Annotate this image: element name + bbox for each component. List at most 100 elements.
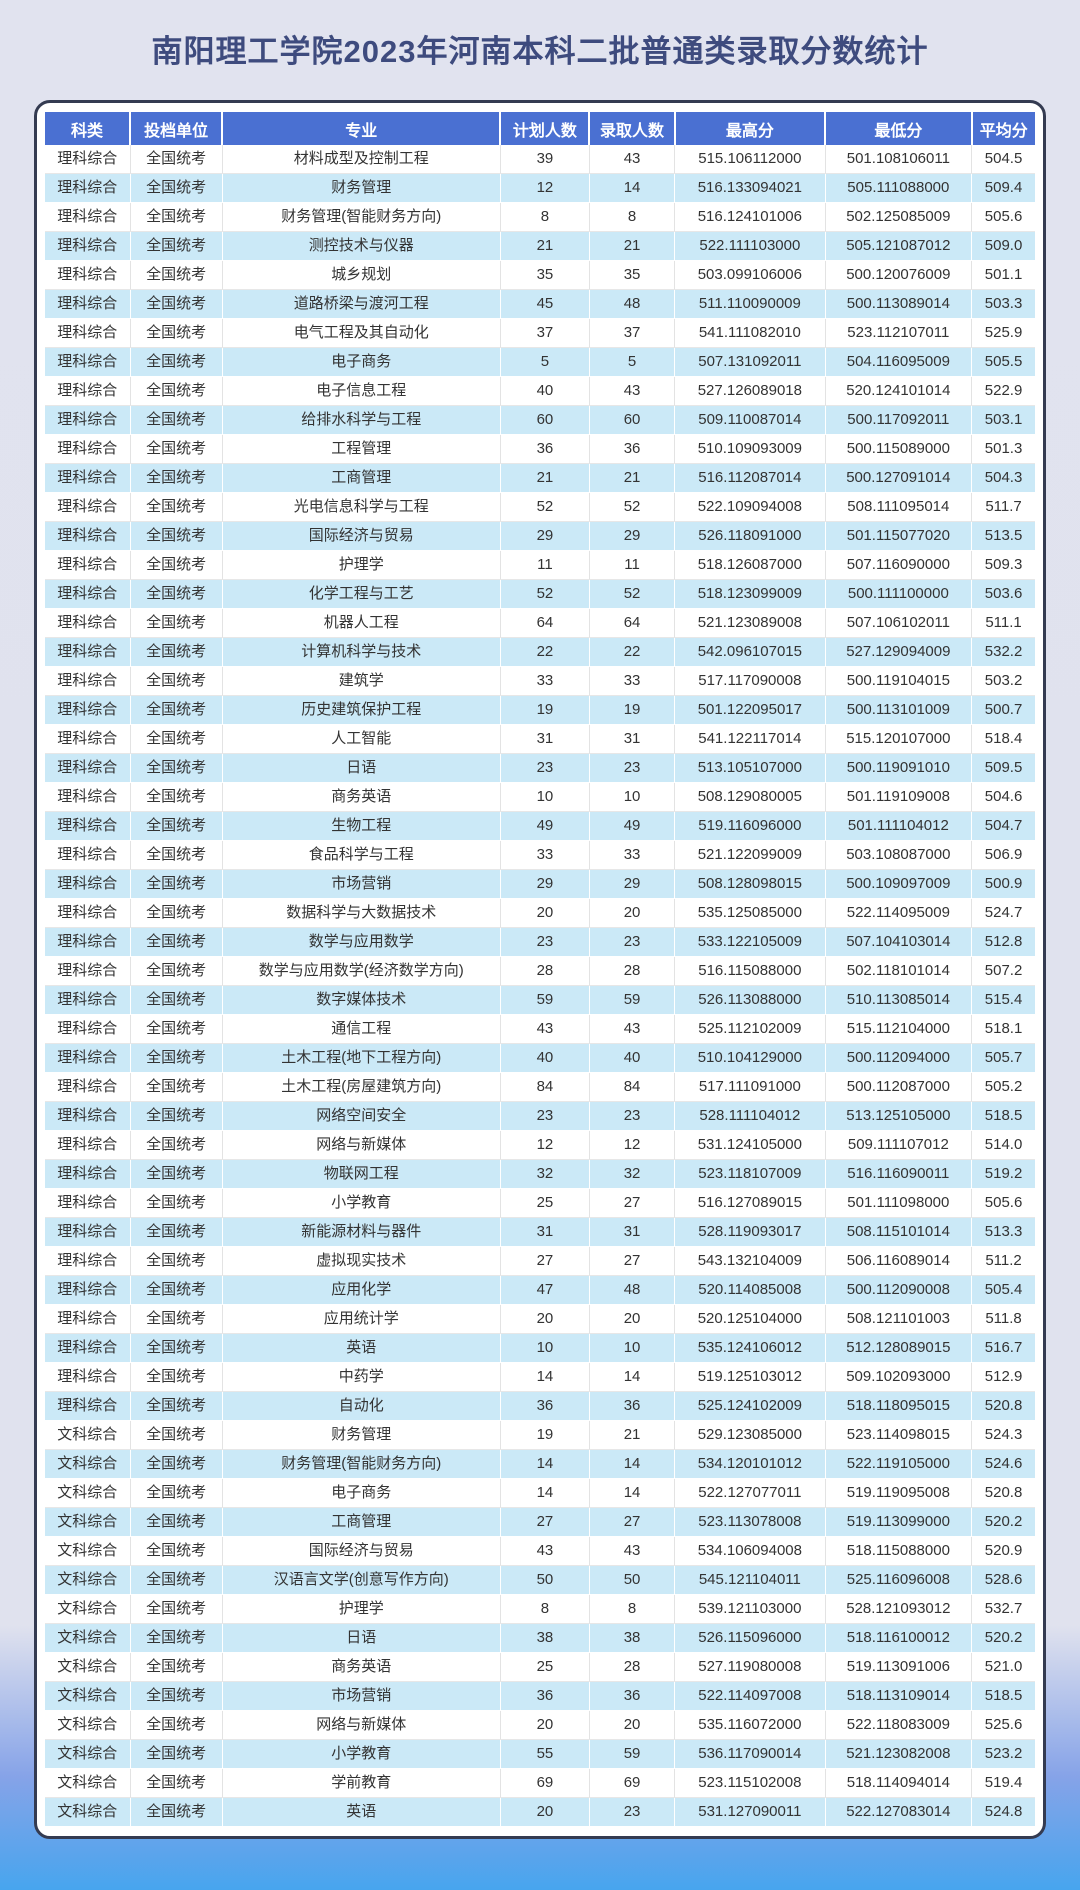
cell-filing-unit: 全国统考 [130,840,223,870]
cell-major: 应用化学 [222,1275,501,1305]
cell-lowest-score: 500.119104015 [825,666,973,696]
cell-filing-unit: 全国统考 [130,1478,223,1508]
table-row: 理科综合 全国统考 日语 23 23 513.105107000 500.119091010… [45,753,1035,783]
cell-average-score: 520.2 [971,1623,1035,1653]
table-row: 文科综合 全国统考 学前教育 69 69 523.115102008 518.1140940… [45,1768,1035,1798]
table-row: 理科综合 全国统考 化学工程与工艺 52 52 518.123099009 500.1111… [45,579,1035,609]
cell-planned-count: 27 [500,1246,590,1276]
cell-filing-unit: 全国统考 [130,289,223,319]
cell-lowest-score: 500.115089000 [825,434,973,464]
cell-average-score: 503.6 [971,579,1035,609]
cell-subject-category: 文科综合 [45,1594,131,1624]
cell-lowest-score: 506.116089014 [825,1246,973,1276]
cell-subject-category: 理科综合 [45,1391,131,1421]
cell-planned-count: 43 [500,1014,590,1044]
cell-lowest-score: 523.114098015 [825,1420,973,1450]
cell-filing-unit: 全国统考 [130,1333,223,1363]
cell-lowest-score: 522.114095009 [825,898,973,928]
cell-admitted-count: 8 [589,202,676,232]
table-row: 文科综合 全国统考 护理学 8 8 539.121103000 528.121093012 5… [45,1594,1035,1624]
cell-planned-count: 45 [500,289,590,319]
cell-planned-count: 32 [500,1159,590,1189]
cell-subject-category: 理科综合 [45,1101,131,1131]
cell-filing-unit: 全国统考 [130,434,223,464]
cell-filing-unit: 全国统考 [130,173,223,203]
cell-admitted-count: 52 [589,492,676,522]
cell-lowest-score: 501.111104012 [825,811,973,841]
cell-admitted-count: 14 [589,1478,676,1508]
cell-planned-count: 36 [500,1681,590,1711]
cell-planned-count: 25 [500,1652,590,1682]
table-header-row: 科类 投档单位 专业 计划人数 录取人数 最高分 最低分 平均分 [45,112,1035,145]
cell-major: 日语 [222,753,501,783]
cell-average-score: 500.9 [971,869,1035,899]
cell-planned-count: 21 [500,231,590,261]
cell-highest-score: 545.121104011 [674,1565,826,1595]
cell-major: 财务管理(智能财务方向) [222,1449,501,1479]
cell-admitted-count: 29 [589,521,676,551]
cell-planned-count: 20 [500,1710,590,1740]
cell-admitted-count: 35 [589,260,676,290]
cell-major: 国际经济与贸易 [222,521,501,551]
cell-filing-unit: 全国统考 [130,782,223,812]
cell-subject-category: 理科综合 [45,753,131,783]
cell-average-score: 511.2 [971,1246,1035,1276]
cell-major: 计算机科学与技术 [222,637,501,667]
cell-subject-category: 理科综合 [45,956,131,986]
cell-average-score: 520.9 [971,1536,1035,1566]
cell-lowest-score: 507.106102011 [825,608,973,638]
cell-subject-category: 理科综合 [45,927,131,957]
cell-major: 财务管理 [222,1420,501,1450]
cell-subject-category: 理科综合 [45,173,131,203]
table-row: 文科综合 全国统考 电子商务 14 14 522.127077011 519.1190950… [45,1478,1035,1508]
cell-filing-unit: 全国统考 [130,1420,223,1450]
cell-subject-category: 理科综合 [45,521,131,551]
cell-lowest-score: 521.123082008 [825,1739,973,1769]
table-body: 理科综合 全国统考 材料成型及控制工程 39 43 515.106112000 501.10… [45,145,1035,1827]
cell-lowest-score: 500.112087000 [825,1072,973,1102]
cell-highest-score: 525.124102009 [674,1391,826,1421]
cell-filing-unit: 全国统考 [130,811,223,841]
cell-subject-category: 理科综合 [45,782,131,812]
cell-lowest-score: 509.102093000 [825,1362,973,1392]
cell-admitted-count: 19 [589,695,676,725]
cell-admitted-count: 40 [589,1043,676,1073]
cell-major: 历史建筑保护工程 [222,695,501,725]
cell-filing-unit: 全国统考 [130,753,223,783]
cell-filing-unit: 全国统考 [130,347,223,377]
cell-highest-score: 501.122095017 [674,695,826,725]
cell-planned-count: 19 [500,695,590,725]
cell-planned-count: 20 [500,898,590,928]
cell-filing-unit: 全国统考 [130,405,223,435]
cell-average-score: 509.3 [971,550,1035,580]
score-table-card: 科类 投档单位 专业 计划人数 录取人数 最高分 最低分 平均分 理科综合 全国统… [34,100,1046,1839]
cell-lowest-score: 505.121087012 [825,231,973,261]
cell-filing-unit: 全国统考 [130,1101,223,1131]
score-table: 科类 投档单位 专业 计划人数 录取人数 最高分 最低分 平均分 理科综合 全国统… [45,112,1035,1827]
cell-highest-score: 531.124105000 [674,1130,826,1160]
cell-planned-count: 23 [500,753,590,783]
cell-filing-unit: 全国统考 [130,1797,223,1827]
cell-admitted-count: 84 [589,1072,676,1102]
cell-subject-category: 文科综合 [45,1507,131,1537]
cell-subject-category: 理科综合 [45,608,131,638]
cell-highest-score: 523.113078008 [674,1507,826,1537]
cell-filing-unit: 全国统考 [130,985,223,1015]
cell-average-score: 511.7 [971,492,1035,522]
cell-average-score: 528.6 [971,1565,1035,1595]
column-header-average-score: 平均分 [971,112,1035,145]
table-row: 文科综合 全国统考 汉语言文学(创意写作方向) 50 50 545.121104011 52… [45,1565,1035,1595]
cell-planned-count: 10 [500,1333,590,1363]
cell-highest-score: 541.122117014 [674,724,826,754]
cell-subject-category: 理科综合 [45,318,131,348]
cell-highest-score: 513.105107000 [674,753,826,783]
cell-highest-score: 535.124106012 [674,1333,826,1363]
table-row: 理科综合 全国统考 财务管理(智能财务方向) 8 8 516.124101006 502.1… [45,202,1035,232]
cell-filing-unit: 全国统考 [130,1507,223,1537]
table-row: 理科综合 全国统考 数据科学与大数据技术 20 20 535.125085000 522.1… [45,898,1035,928]
cell-subject-category: 理科综合 [45,637,131,667]
cell-major: 英语 [222,1333,501,1363]
cell-subject-category: 理科综合 [45,1304,131,1334]
cell-lowest-score: 504.116095009 [825,347,973,377]
cell-highest-score: 522.111103000 [674,231,826,261]
